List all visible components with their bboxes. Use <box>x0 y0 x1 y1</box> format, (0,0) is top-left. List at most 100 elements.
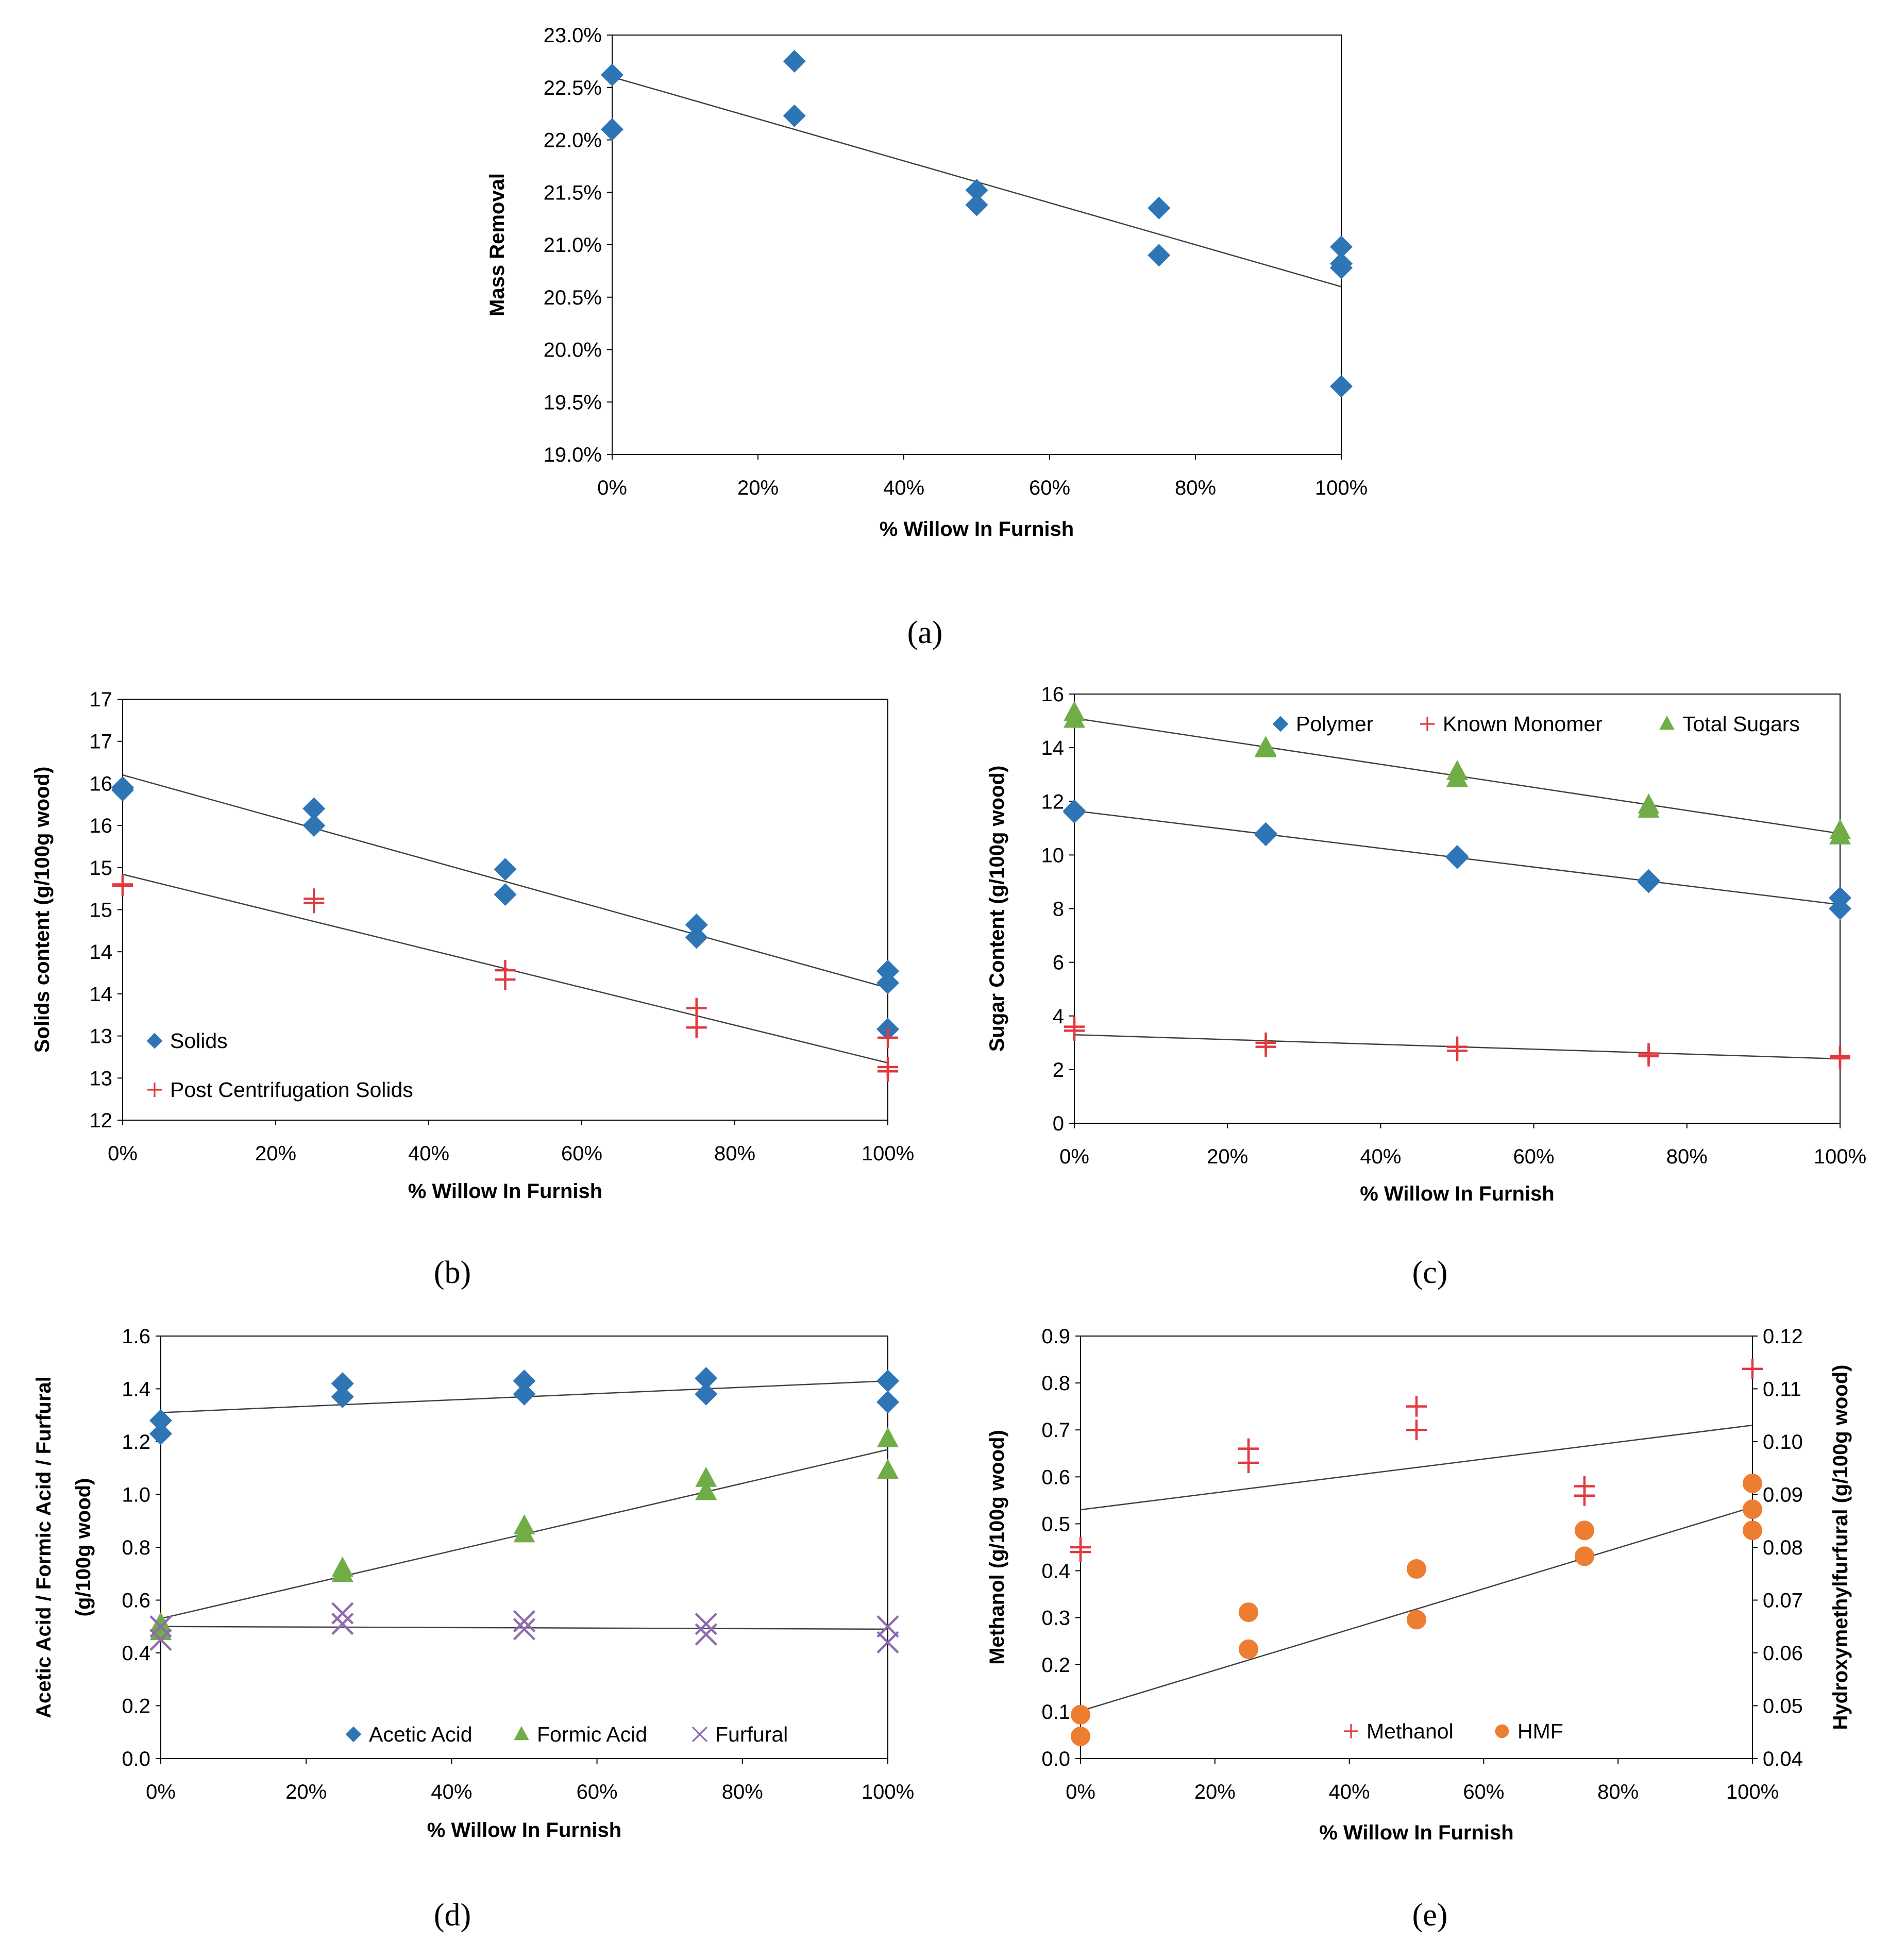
chart-e-ytick-right-label: 0.10 <box>1763 1431 1803 1454</box>
chart-a-ytick-label: 20.5% <box>544 286 602 309</box>
chart-b-xtick-label: 60% <box>561 1142 602 1165</box>
chart-d-series-2-point <box>513 1610 536 1633</box>
chart-e-xtick-label: 40% <box>1329 1781 1370 1803</box>
chart-b-legend-item: Post Centrifugation Solids <box>147 1078 413 1102</box>
chart-e-series-1-point <box>1071 1704 1090 1725</box>
chart-d-series-0-point <box>876 1370 899 1393</box>
chart-e-legend-label: HMF <box>1517 1719 1563 1743</box>
chart-e-ytick-right-label: 0.08 <box>1763 1536 1803 1559</box>
chart-b-series-0-point <box>111 779 134 802</box>
chart-c-xtick-label: 100% <box>1814 1145 1866 1168</box>
chart-e-ytick-right-label: 0.12 <box>1763 1325 1803 1348</box>
chart-b-series-0-point <box>876 971 899 994</box>
chart-c-series-2-point <box>1446 766 1468 787</box>
chart-d-ytick-label: 0.2 <box>122 1695 150 1718</box>
chart-e-ytick-label: 0.3 <box>1041 1607 1070 1630</box>
chart-e-legend-marker <box>1343 1724 1358 1738</box>
chart-e-xtick-label: 100% <box>1726 1781 1779 1803</box>
chart-e-ytick-label: 0.9 <box>1041 1325 1070 1348</box>
chart-e-xtick-label: 20% <box>1194 1781 1236 1803</box>
chart-c-ytick-label: 0 <box>1053 1112 1064 1135</box>
chart-d-series-2-point <box>695 1613 717 1635</box>
chart-d-xtick-label: 0% <box>146 1781 176 1803</box>
chart-a-ytick-label: 21.0% <box>544 234 602 257</box>
chart-b-series-1-point <box>303 892 325 914</box>
chart-e-ytick-right-label: 0.06 <box>1763 1642 1803 1665</box>
chart-e-ytick-label: 0.5 <box>1041 1513 1070 1535</box>
chart-d-series-0-point <box>876 1391 899 1414</box>
chart-b-series-0-point <box>302 814 326 837</box>
chart-c-series-0 <box>1063 799 1851 920</box>
chart-e-series-1-point <box>1743 1473 1762 1493</box>
chart-c-legend-swatch <box>1659 715 1675 730</box>
chart-b-ytick-label: 15 <box>90 857 113 880</box>
chart-d-y-axis-title-line2: (g/100g wood) <box>72 1478 95 1617</box>
chart-b-panel-label: (b) <box>434 1255 471 1290</box>
chart-d-ytick-label: 1.0 <box>122 1484 150 1507</box>
chart-c-xtick-label: 0% <box>1059 1145 1089 1168</box>
chart-e-series-1-point <box>1407 1610 1426 1630</box>
chart-d-series-0-point <box>149 1409 172 1432</box>
chart-d-series-1-point <box>877 1459 899 1479</box>
chart-c-legend-marker <box>1420 716 1435 731</box>
chart-e-y-axis-title: Methanol (g/100g wood) <box>986 1430 1008 1665</box>
chart-b-series-0-point <box>876 959 899 983</box>
chart-b-series-1-point <box>686 1017 707 1038</box>
chart-d-legend-label: Formic Acid <box>537 1722 647 1746</box>
chart-d-series-1-point <box>513 1522 535 1543</box>
chart-a-xtick-label: 60% <box>1029 477 1070 499</box>
chart-c-y-axis-title: Sugar Content (g/100g wood) <box>986 766 1008 1052</box>
chart-a-xtick-label: 100% <box>1315 477 1368 499</box>
chart-e-series-1-point <box>1575 1520 1594 1541</box>
chart-c-xtick-label: 20% <box>1207 1145 1248 1168</box>
chart-e-ytick-right-label: 0.11 <box>1763 1378 1801 1401</box>
chart-a-ytick-label: 19.5% <box>544 391 602 414</box>
chart-a-series-0-point <box>1330 235 1353 259</box>
chart-d-ytick-label: 1.4 <box>122 1378 150 1401</box>
chart-b: 12 13 13 14 14 15 15 16 16 17 17 0% 20% 40% 60% 80% 100%… <box>31 688 914 1290</box>
chart-e-y-right-axis-title: Hydroxymethylfurfural (g/100g wood) <box>1829 1365 1852 1730</box>
chart-c-legend-item: Polymer <box>1272 712 1373 736</box>
chart-a-ytick-label: 21.5% <box>544 181 602 204</box>
chart-d-series-2-point <box>513 1618 536 1641</box>
chart-e-series-0-point <box>1574 1485 1595 1506</box>
chart-d-ytick-label: 1.6 <box>122 1325 150 1348</box>
chart-d-series-0-point <box>695 1382 718 1406</box>
chart-b-series-0-point <box>685 926 708 949</box>
chart-a-series-0-point <box>783 49 806 73</box>
chart-c-xtick-label: 60% <box>1513 1145 1555 1168</box>
chart-d-ytick-label: 0.6 <box>122 1590 150 1612</box>
chart-b-ytick-label: 12 <box>90 1109 113 1132</box>
chart-e-ytick-right-label: 0.05 <box>1763 1695 1803 1718</box>
chart-e-xtick-label: 0% <box>1066 1781 1095 1803</box>
chart-c-ytick-label: 6 <box>1053 952 1064 974</box>
chart-b-ytick-label: 13 <box>90 1025 113 1048</box>
chart-c-ytick-label: 4 <box>1053 1005 1064 1028</box>
chart-c-legend-label: Known Monomer <box>1443 712 1603 736</box>
chart-e-legend-swatch <box>1343 1724 1358 1738</box>
chart-d-legend-item: Furfural <box>691 1722 788 1746</box>
chart-c-xtick-label: 80% <box>1666 1145 1708 1168</box>
chart-a-series-0-point <box>1148 196 1171 219</box>
chart-a-series-0-point <box>601 63 623 87</box>
chart-d-series-1-point <box>877 1427 899 1447</box>
chart-d-legend-swatch <box>514 1726 529 1741</box>
chart-a: 19.0% 19.5% 20.0% 20.5% 21.0% 21.5% 22.0% 22.5%… <box>486 24 1368 650</box>
chart-e-series-1-point <box>1743 1520 1762 1541</box>
chart-d-series-2-point <box>331 1602 354 1625</box>
chart-a-panel-label: (a) <box>907 615 943 650</box>
chart-c-series-2-point <box>1829 824 1851 844</box>
chart-b-ytick-label: 16 <box>90 772 113 795</box>
chart-d-series-2-point <box>149 1628 172 1651</box>
chart-d-x-axis-title: % Willow In Furnish <box>427 1819 621 1841</box>
chart-d-series-2-point <box>331 1613 354 1635</box>
chart-d-panel-label: (d) <box>434 1898 471 1933</box>
chart-c-series-2-point <box>1064 707 1085 728</box>
chart-c-ytick-label: 2 <box>1053 1059 1064 1082</box>
chart-d-legend-marker <box>514 1726 529 1741</box>
chart-a-ytick-label: 20.0% <box>544 339 602 362</box>
chart-e-ytick-label: 0.2 <box>1041 1654 1070 1677</box>
chart-e-ytick-label: 0.7 <box>1041 1419 1070 1442</box>
chart-e-xtick-label: 80% <box>1597 1781 1639 1803</box>
chart-a-x-axis-title: % Willow In Furnish <box>880 518 1074 540</box>
